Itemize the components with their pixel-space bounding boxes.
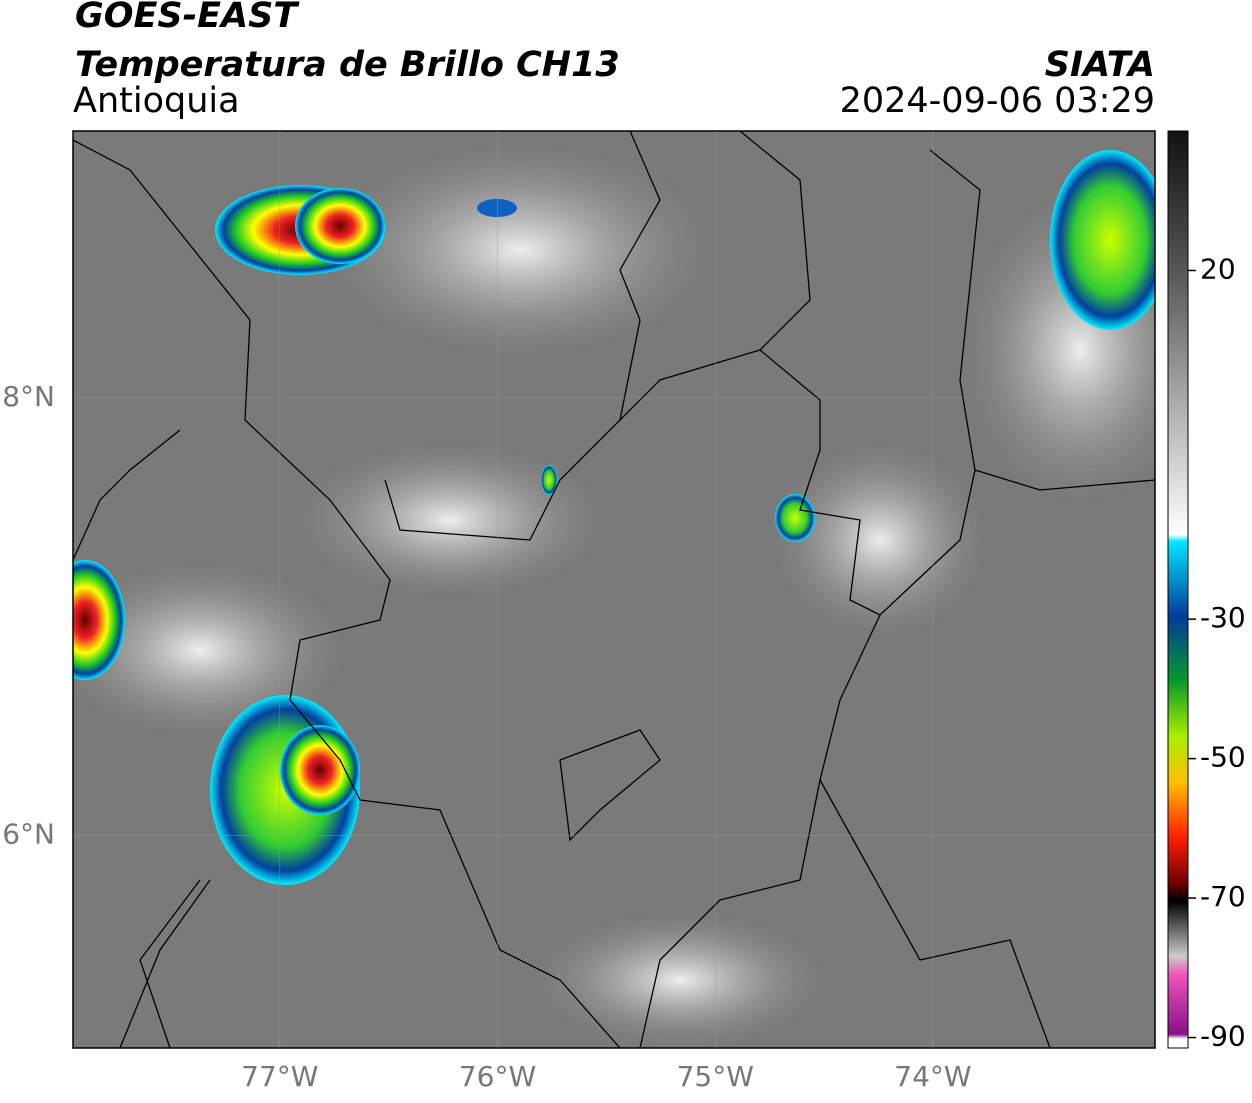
x-tick-label: 74°W: [894, 1060, 971, 1093]
y-tick-label: 8°N: [2, 380, 55, 413]
x-tick-label: 77°W: [241, 1060, 318, 1093]
map-frame: [72, 130, 1156, 1049]
x-tick-label: 76°W: [459, 1060, 536, 1093]
colorbar-tick-label: -90: [1200, 1020, 1246, 1053]
colorbar: [1167, 130, 1189, 1049]
source: SIATA: [1045, 45, 1155, 85]
title: GOES-EAST: [75, 0, 300, 36]
satellite-image: [73, 131, 1155, 1048]
timestamp: 2024-09-06 03:29: [840, 81, 1155, 121]
x-tick-label: 75°W: [677, 1060, 754, 1093]
colorbar-tick-label: -30: [1200, 601, 1246, 634]
colorbar-tick-label: -50: [1200, 741, 1246, 774]
colorbar-tick-label: -70: [1200, 880, 1246, 913]
subtitle: Temperatura de Brillo CH13: [75, 45, 620, 85]
colorbar-tick-label: 20: [1200, 252, 1236, 285]
region: Antioquia: [73, 81, 240, 121]
y-tick-label: 6°N: [2, 818, 55, 851]
